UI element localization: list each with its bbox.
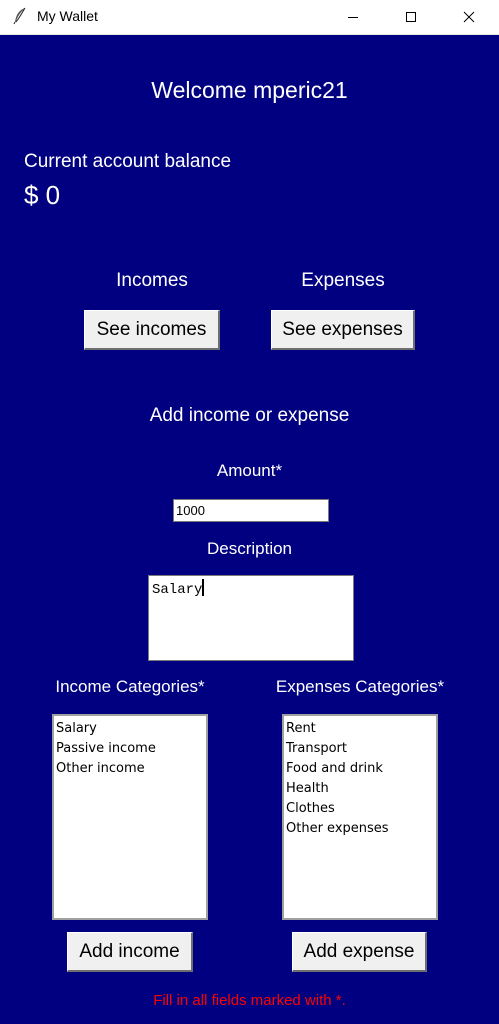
- expense-categories-label: Expenses Categories*: [275, 677, 445, 696]
- description-input[interactable]: Salary: [148, 575, 354, 661]
- list-item-passive-income[interactable]: Passive income: [56, 741, 156, 756]
- list-item-rent[interactable]: Rent: [286, 721, 316, 736]
- expenses-heading: Expenses: [301, 270, 385, 291]
- close-button[interactable]: [446, 0, 492, 33]
- income-categories-list[interactable]: Salary Passive income Other income: [52, 714, 208, 920]
- list-item-health[interactable]: Health: [286, 781, 329, 796]
- list-item-other-expenses[interactable]: Other expenses: [286, 821, 389, 836]
- amount-label: Amount*: [216, 461, 283, 480]
- close-icon: [463, 11, 475, 22]
- income-categories-label: Income Categories*: [55, 677, 205, 696]
- maximize-icon: [406, 11, 416, 22]
- maximize-button[interactable]: [388, 0, 434, 33]
- description-text: Salary: [152, 582, 203, 598]
- text-caret: [202, 579, 205, 596]
- main-panel: Welcome mperic21 Current account balance…: [0, 35, 499, 1024]
- minimize-icon: [348, 16, 358, 18]
- window-title: My Wallet: [37, 8, 98, 24]
- list-item-food-and-drink[interactable]: Food and drink: [286, 761, 383, 776]
- add-entry-heading: Add income or expense: [149, 405, 350, 426]
- balance-value: $ 0: [24, 180, 61, 210]
- feather-icon: [12, 7, 28, 25]
- welcome-heading: Welcome mperic21: [151, 77, 348, 103]
- see-incomes-button[interactable]: See incomes: [84, 310, 220, 350]
- add-income-button[interactable]: Add income: [67, 932, 193, 972]
- list-item-salary[interactable]: Salary: [56, 721, 97, 736]
- minimize-button[interactable]: [330, 0, 376, 33]
- validation-message: Fill in all fields marked with *.: [153, 992, 346, 1009]
- incomes-heading: Incomes: [116, 270, 188, 291]
- list-item-other-income[interactable]: Other income: [56, 761, 145, 776]
- balance-label: Current account balance: [24, 151, 232, 172]
- title-bar[interactable]: My Wallet: [0, 0, 499, 35]
- expense-categories-list[interactable]: Rent Transport Food and drink Health Clo…: [282, 714, 438, 920]
- list-item-clothes[interactable]: Clothes: [286, 801, 335, 816]
- list-item-transport[interactable]: Transport: [286, 741, 348, 756]
- amount-input[interactable]: [173, 499, 329, 522]
- add-expense-button[interactable]: Add expense: [292, 932, 427, 972]
- see-expenses-button[interactable]: See expenses: [271, 310, 415, 350]
- description-label: Description: [206, 539, 293, 558]
